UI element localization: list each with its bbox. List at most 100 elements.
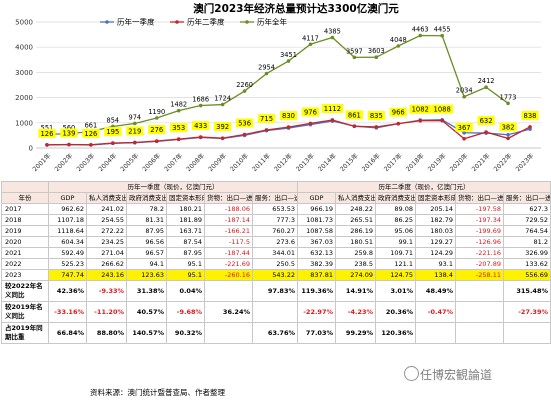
table-group-header-blank (1, 181, 49, 193)
data-label-q2: 1082 (412, 106, 429, 114)
table-column-header: 政府消费支出 (126, 192, 167, 204)
table-summary-cell: -22.97% (297, 301, 336, 323)
line-chart: 0 1000 2000 3000 4000 5000 2001年 2002年 2003年 2004… (15, 2, 541, 173)
table-cell: 238.5 (335, 258, 376, 270)
table-summary-cell (415, 322, 456, 344)
series-point (418, 118, 423, 123)
table-cell: 182.79 (415, 214, 456, 226)
table-row: 2022 525.23 266.62 94.1 95.1 -221.69 250.5 382.… (1, 258, 551, 270)
series-point (352, 124, 357, 129)
chart-axes: 0 1000 2000 3000 4000 5000 2001年 2002年 2003年 2004… (15, 19, 541, 173)
table-row: 2021 592.49 271.04 96.57 87.95 -187.44 344.01 6… (1, 247, 551, 259)
table-cell: 163.71 (166, 225, 205, 237)
series-point (396, 44, 401, 48)
table-cell: 243.16 (86, 269, 127, 281)
table-summary-cell: 90.32% (166, 322, 205, 344)
x-tick-label: 2008年 (184, 151, 206, 173)
data-label-box (192, 121, 210, 131)
series-point (176, 108, 181, 113)
table-column-header: GDP (297, 192, 336, 204)
table-column-header: 货物：出口—进口 (455, 192, 504, 204)
data-label-total: 854 (107, 116, 120, 124)
series-point (374, 125, 379, 129)
series-point (308, 42, 313, 47)
table-summary-cell: -27.39% (503, 301, 551, 323)
table-cell: -221.16 (455, 247, 504, 259)
table-column-header: 货物：出口—进口 (204, 192, 253, 204)
series-point (154, 139, 159, 143)
x-tick-label: 2021年 (469, 151, 491, 173)
table-cell: 133.62 (503, 258, 551, 270)
table-cell: 180.21 (166, 203, 205, 215)
x-tick-label: 2020年 (447, 151, 469, 173)
table-summary-cell (455, 301, 504, 323)
table-cell: -197.58 (455, 203, 504, 215)
x-tick-label: 2006年 (140, 151, 162, 173)
data-label-box (104, 127, 122, 137)
table-year-cell: 2023 (1, 269, 49, 281)
table-summary-cell (252, 301, 298, 323)
table-summary-cell: 42.36% (48, 280, 87, 302)
gdp-table: 历年一季度（现价，亿澳门元） 历年二季度（现价，亿澳门元） 年份 GDP 私人消费支… (1, 181, 551, 344)
table-cell: 760.27 (252, 225, 298, 237)
table-cell: 966.19 (297, 203, 336, 215)
table-year-cell: 2018 (1, 214, 49, 226)
series-line (46, 34, 509, 135)
table-cell: 124.29 (415, 247, 456, 259)
data-label-box (521, 110, 539, 120)
x-tick-label: 2004年 (96, 151, 118, 173)
series-point (176, 137, 181, 141)
table-cell: 241.02 (86, 203, 127, 215)
table-cell: 627.3 (503, 203, 551, 215)
table-summary-row: 占2019年同期比重 66.84% 88.80% 140.57% 90.32% 63.76… (1, 322, 551, 344)
series-point (506, 101, 510, 106)
table-summary-cell (455, 322, 504, 344)
table-cell: 124.75 (375, 269, 416, 281)
data-label-box (455, 122, 473, 132)
y-tick-label: 4000 (15, 44, 33, 52)
data-label-box (257, 113, 276, 123)
table-year-cell: 2017 (1, 203, 49, 215)
data-label-box (279, 111, 298, 121)
table-cell: 592.49 (48, 247, 87, 259)
table-column-header: 政府消费支出 (375, 192, 416, 204)
table-summary-cell: 97.83% (252, 280, 298, 302)
data-label-total: 661 (85, 121, 98, 129)
table-year-cell: 2021 (1, 247, 49, 259)
series-point (352, 55, 357, 60)
table-summary-cell: 14.91% (335, 280, 376, 302)
table-summary-cell: 36.24% (204, 301, 253, 323)
table-cell: 205.14 (415, 203, 456, 215)
table-cell: 1118.64 (48, 225, 87, 237)
table-cell: 837.81 (297, 269, 336, 281)
table-cell: 95.06 (375, 225, 416, 237)
table-summary-cell: 119.36% (297, 280, 336, 302)
table-cell: 121.1 (375, 258, 416, 270)
table-summary-cell (204, 322, 253, 344)
data-label-q2: 1112 (324, 105, 341, 113)
data-label-box (82, 128, 100, 138)
table-row: 2020 604.34 234.25 96.56 87.54 -117.5 273.6 367… (1, 236, 551, 248)
table-cell: 382.39 (297, 258, 336, 270)
table-summary-cell: 99.29% (335, 322, 376, 344)
table-cell: 1107.18 (48, 214, 87, 226)
series-point (133, 140, 137, 145)
series-point (264, 128, 269, 132)
table-summary-cell: -9.68% (166, 301, 205, 323)
table-summary-cell: 77.03% (297, 322, 336, 344)
table-cell: 962.62 (48, 203, 87, 215)
data-label-total: 974 (129, 113, 142, 121)
table-summary-cell (455, 280, 504, 302)
data-label-total: 3597 (346, 47, 363, 55)
series-point (462, 136, 466, 141)
data-label-box (170, 123, 188, 133)
table-cell: 653.53 (252, 203, 298, 215)
series-point (462, 130, 466, 135)
table-cell: 259.8 (335, 247, 376, 259)
series-point (198, 103, 203, 108)
table-summary-cell: 315.48% (503, 280, 551, 302)
data-label-total: 4463 (412, 26, 429, 34)
watermark: 任博宏観論道 (420, 368, 493, 382)
table-summary-label: 占2019年同期比重 (1, 322, 49, 344)
table-cell: 286.19 (335, 225, 376, 237)
